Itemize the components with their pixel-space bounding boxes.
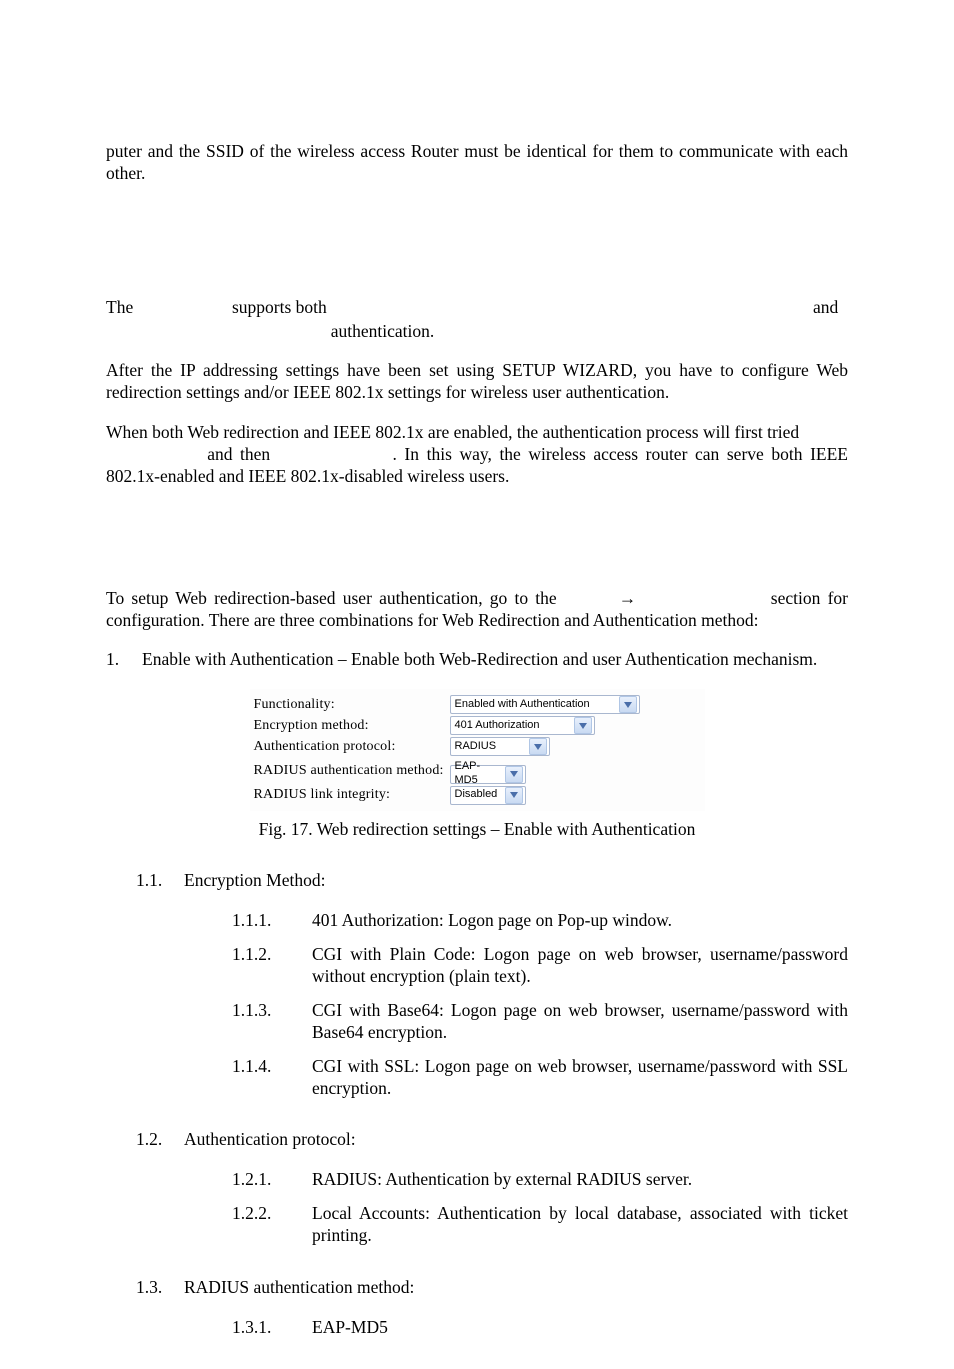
figure-row: Encryption method: 401 Authorization <box>250 716 705 735</box>
webred-intro-auth: AUTH <box>563 588 612 608</box>
supports-gap: XXX <box>162 297 232 319</box>
figure-select[interactable]: EAP-MD5 <box>450 765 526 784</box>
sub-1-2-1: 1.2.1. RADIUS: Authentication by externa… <box>232 1169 848 1191</box>
figure-row-control: Enabled with Authentication <box>450 695 705 714</box>
supports-both: supports both <box>232 297 327 319</box>
chevron-down-icon <box>619 696 637 713</box>
figure-select[interactable]: 401 Authorization <box>450 716 595 735</box>
hidden-heading-auth: 2.4.3.3. AUTH <box>106 230 848 252</box>
sub-1-1-3: 1.1.3. CGI with Base64: Logon page on we… <box>232 1000 848 1044</box>
figure-select[interactable]: Disabled <box>450 786 526 805</box>
supports-auth-word: authentication. <box>331 321 435 341</box>
figure-row-control: Disabled <box>450 786 705 805</box>
chevron-down-icon <box>505 766 522 783</box>
item-1: 1. Enable with Authentication – Enable b… <box>106 649 848 671</box>
para-when-both: When both Web redirection and IEEE 802.1… <box>106 422 848 488</box>
when-both-p1: When both Web redirection and IEEE 802.1… <box>106 422 799 442</box>
sub-1-1-4-text: CGI with SSL: Logon page on web browser,… <box>312 1056 848 1100</box>
sub-list: 1.1. Encryption Method: 1.1.1. 401 Autho… <box>136 870 848 1350</box>
supports-and: and <box>813 297 848 319</box>
sub-1-2-2-text: Local Accounts: Authentication by local … <box>312 1203 848 1247</box>
figure-row: RADIUS link integrity: Disabled <box>250 786 705 805</box>
subsub-1-2: 1.2.1. RADIUS: Authentication by externa… <box>232 1169 848 1247</box>
supports-line-2: IEEE 802.1x authentication. <box>236 321 848 343</box>
sub-1-1-4-num: 1.1.4. <box>232 1056 312 1100</box>
sub-1-1-3-text: CGI with Base64: Logon page on web brows… <box>312 1000 848 1044</box>
chevron-down-icon <box>574 717 592 734</box>
figure-row-control: 401 Authorization <box>450 716 705 735</box>
when-both-webred: Web redirection <box>277 444 392 464</box>
figure-row-control: RADIUS <box>450 737 705 756</box>
figure-select-value: RADIUS <box>455 740 497 754</box>
para-after-setup: After the IP addressing settings have be… <box>106 360 848 404</box>
sub-1-1-3-num: 1.1.3. <box>232 1000 312 1044</box>
supports-between: Web redirection-based user authenticatio… <box>327 297 813 319</box>
subsub-1-3: 1.3.1. EAP-MD5 <box>232 1317 848 1339</box>
figure-row-label: Functionality: <box>250 696 450 714</box>
figure-row: Functionality: Enabled with Authenticatio… <box>250 695 705 714</box>
subsub-1-1: 1.1.1. 401 Authorization: Logon page on … <box>232 910 848 1099</box>
sub-1-1: 1.1. Encryption Method: 1.1.1. 401 Autho… <box>136 870 848 1111</box>
chevron-down-icon <box>529 738 547 755</box>
sub-1-1-2-num: 1.1.2. <box>232 944 312 988</box>
sub-1-2: 1.2. Authentication protocol: 1.2.1. RAD… <box>136 1129 848 1259</box>
sub-1-3: 1.3. RADIUS authentication method: 1.3.1… <box>136 1277 848 1351</box>
sub-1-1-2: 1.1.2. CGI with Plain Code: Logon page o… <box>232 944 848 988</box>
figure-select[interactable]: Enabled with Authentication <box>450 695 640 714</box>
figure-row: RADIUS authentication method:EAP-MD5 <box>250 758 705 783</box>
sub-1-2-num: 1.2. <box>136 1129 184 1259</box>
when-both-ieee: IEEE 802.1x <box>106 444 200 464</box>
intro-paragraph: puter and the SSID of the wireless acces… <box>106 141 848 185</box>
sub-1-3-text: RADIUS authentication method: <box>184 1277 848 1299</box>
figure-row-label: RADIUS authentication method: <box>250 762 450 780</box>
sub-1-1-4: 1.1.4. CGI with SSL: Logon page on web b… <box>232 1056 848 1100</box>
arrow-icon: → <box>619 588 637 608</box>
when-both-and-then: and then <box>200 444 278 464</box>
sub-1-3-num: 1.3. <box>136 1277 184 1351</box>
sub-1-3-1-num: 1.3.1. <box>232 1317 312 1339</box>
supports-line: The XXX supports both Web redirection-ba… <box>106 297 848 319</box>
sub-1-1-num: 1.1. <box>136 870 184 1111</box>
figure-17: Functionality: Enabled with Authenticatio… <box>250 689 705 810</box>
sub-1-1-text: Encryption Method: <box>184 870 848 892</box>
supports-ieee-pad: IEEE 802.1x <box>236 321 331 341</box>
figure-row: Authentication protocol: RADIUS <box>250 737 705 756</box>
supports-the: The <box>106 297 162 319</box>
figure-select-value: EAP-MD5 <box>455 760 502 788</box>
hidden-heading-webred: 2.4.3.3.1. Web Redirection <box>106 548 848 570</box>
figure-select-value: Disabled <box>455 788 498 802</box>
figure-17-wrap: Functionality: Enabled with Authenticatio… <box>106 689 848 840</box>
chevron-down-icon <box>505 787 523 804</box>
sub-1-2-1-text: RADIUS: Authentication by external RADIU… <box>312 1169 848 1191</box>
figure-select-value: Enabled with Authentication <box>455 698 590 712</box>
document-page: puter and the SSID of the wireless acces… <box>106 141 848 1351</box>
webred-intro: To setup Web redirection-based user auth… <box>106 588 848 632</box>
figure-17-caption: Fig. 17. Web redirection settings – Enab… <box>106 819 848 841</box>
webred-intro-wr: Web Redirection <box>636 588 763 608</box>
item-1-text: Enable with Authentication – Enable both… <box>142 649 848 671</box>
sub-1-1-1-text: 401 Authorization: Logon page on Pop-up … <box>312 910 848 932</box>
sub-1-2-1-num: 1.2.1. <box>232 1169 312 1191</box>
webred-intro-p1: To setup Web redirection-based user auth… <box>106 588 563 608</box>
sub-1-2-2: 1.2.2. Local Accounts: Authentication by… <box>232 1203 848 1247</box>
figure-row-control: EAP-MD5 <box>450 758 705 783</box>
figure-row-label: Authentication protocol: <box>250 738 450 756</box>
sub-1-1-1-num: 1.1.1. <box>232 910 312 932</box>
sub-1-3-1: 1.3.1. EAP-MD5 <box>232 1317 848 1339</box>
figure-row-label: Encryption method: <box>250 717 450 735</box>
figure-select[interactable]: RADIUS <box>450 737 550 756</box>
sub-1-1-1: 1.1.1. 401 Authorization: Logon page on … <box>232 910 848 932</box>
sub-1-3-1-text: EAP-MD5 <box>312 1317 848 1339</box>
item-1-num: 1. <box>106 649 142 671</box>
figure-row-label: RADIUS link integrity: <box>250 786 450 804</box>
figure-select-value: 401 Authorization <box>455 719 540 733</box>
top-list: 1. Enable with Authentication – Enable b… <box>106 649 848 671</box>
sub-1-2-2-num: 1.2.2. <box>232 1203 312 1247</box>
sub-1-2-text: Authentication protocol: <box>184 1129 848 1151</box>
sub-1-1-2-text: CGI with Plain Code: Logon page on web b… <box>312 944 848 988</box>
